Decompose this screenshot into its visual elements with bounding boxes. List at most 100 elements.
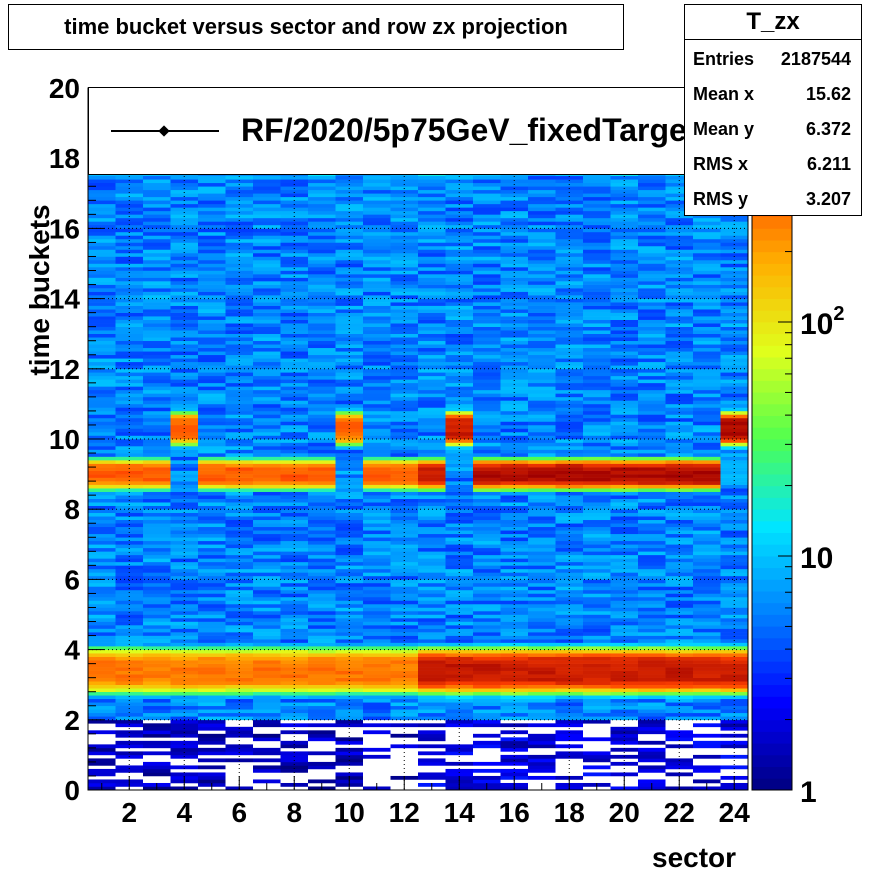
heatmap-cell [528, 231, 556, 236]
heatmap-cell [115, 744, 143, 749]
heatmap-cell [88, 203, 116, 208]
heatmap-cell [473, 684, 501, 689]
heatmap-cell [253, 340, 281, 345]
heatmap-cell [390, 716, 418, 721]
heatmap-cell [308, 393, 336, 398]
heatmap-cell [665, 281, 693, 285]
heatmap-cell [88, 618, 116, 622]
heatmap-cell [363, 277, 391, 282]
heatmap-cell [583, 607, 611, 612]
heatmap-cell [693, 277, 721, 282]
heatmap-cell [88, 463, 116, 468]
heatmap-cell [638, 667, 666, 671]
heatmap-cell [198, 603, 226, 608]
heatmap-cell [610, 533, 638, 538]
heatmap-cell [528, 544, 556, 549]
heatmap-cell [88, 705, 116, 710]
heatmap-cell [693, 586, 721, 591]
heatmap-cell [555, 379, 583, 384]
heatmap-cell [583, 196, 611, 201]
heatmap-cell [720, 712, 748, 717]
heatmap-cell [88, 347, 116, 352]
heatmap-cell [500, 681, 528, 685]
heatmap-cell [390, 596, 418, 601]
heatmap-cell [143, 298, 171, 303]
heatmap-cell [445, 681, 473, 685]
heatmap-cell [198, 238, 226, 243]
heatmap-cell [445, 712, 473, 717]
heatmap-cell [473, 642, 501, 647]
heatmap-cell [445, 288, 473, 292]
heatmap-cell [473, 442, 501, 447]
heatmap-cell [693, 428, 721, 433]
heatmap-cell [638, 196, 666, 201]
heatmap-cell [583, 758, 611, 763]
heatmap-cell [390, 537, 418, 542]
heatmap-cell [473, 428, 501, 433]
heatmap-cell [500, 607, 528, 612]
heatmap-cell [528, 575, 556, 580]
heatmap-cell [225, 231, 253, 236]
heatmap-cell [170, 291, 198, 296]
heatmap-cell [583, 572, 611, 577]
heatmap-cell [390, 193, 418, 198]
heatmap-cell [308, 379, 336, 384]
heatmap-cell [308, 189, 336, 194]
heatmap-cell [198, 453, 226, 457]
heatmap-cell [225, 568, 253, 573]
heatmap-cell [88, 502, 116, 506]
heatmap-cell [308, 179, 336, 184]
heatmap-cell [335, 625, 363, 629]
heatmap-cell [583, 470, 611, 475]
heatmap-cell [335, 575, 363, 580]
heatmap-cell [418, 533, 446, 538]
heatmap-cell [198, 323, 226, 327]
heatmap-cell [170, 203, 198, 208]
heatmap-cell [720, 505, 748, 510]
heatmap-cell [418, 572, 446, 577]
heatmap-cell [88, 228, 116, 233]
heatmap-cell [720, 547, 748, 552]
heatmap-cell [500, 716, 528, 721]
heatmap-cell [143, 460, 171, 464]
heatmap-cell [198, 530, 226, 535]
heatmap-cell [528, 365, 556, 370]
heatmap-cell [665, 603, 693, 608]
heatmap-cell [418, 547, 446, 552]
heatmap-cell [335, 333, 363, 338]
heatmap-cell [418, 775, 446, 780]
heatmap-cell [720, 565, 748, 570]
heatmap-cell [280, 316, 308, 320]
heatmap-cell [418, 449, 446, 454]
heatmap-cell [198, 688, 226, 693]
heatmap-cell [418, 421, 446, 426]
heatmap-cell [693, 453, 721, 457]
heatmap-cell [418, 610, 446, 615]
heatmap-cell [363, 221, 391, 226]
heatmap-cell [253, 635, 281, 640]
palette-segment [752, 263, 792, 276]
heatmap-cell [665, 540, 693, 545]
heatmap-cell [693, 410, 721, 415]
heatmap-cell [88, 586, 116, 591]
heatmap-cell [638, 663, 666, 668]
heatmap-cell [720, 628, 748, 633]
heatmap-cell [115, 417, 143, 422]
heatmap-cell [610, 579, 638, 584]
heatmap-cell [500, 263, 528, 268]
heatmap-cell [253, 681, 281, 685]
heatmap-cell [308, 586, 336, 591]
heatmap-cell [693, 284, 721, 289]
heatmap-cell [693, 512, 721, 517]
heatmap-cell [280, 505, 308, 510]
heatmap-cell [473, 256, 501, 261]
heatmap-cell [528, 481, 556, 485]
heatmap-cell [225, 635, 253, 640]
heatmap-cell [198, 618, 226, 622]
heatmap-cell [198, 681, 226, 685]
heatmap-cell [473, 347, 501, 352]
heatmap-cell [143, 484, 171, 489]
heatmap-cell [115, 565, 143, 570]
heatmap-cell [308, 435, 336, 440]
heatmap-cell [638, 221, 666, 226]
